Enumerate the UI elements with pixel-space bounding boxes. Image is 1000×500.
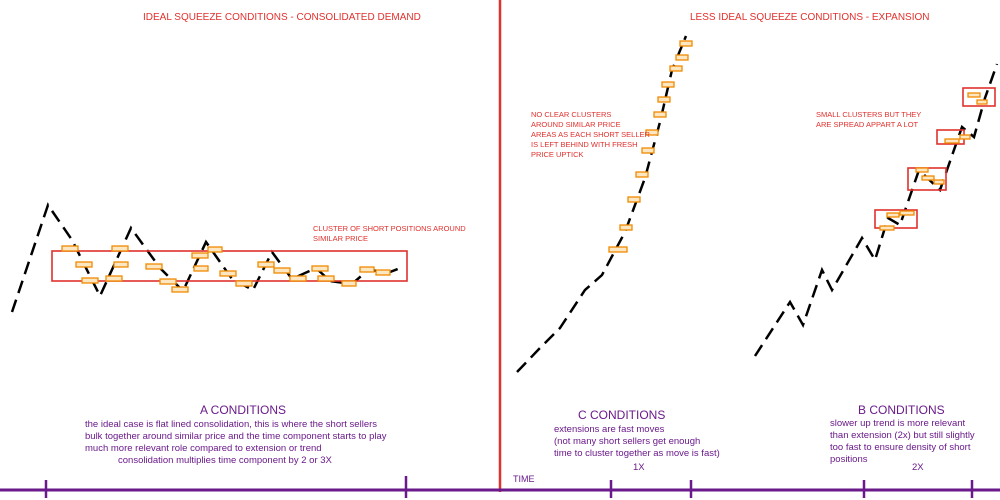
cluster-box	[51, 250, 408, 282]
right-panel-title: LESS IDEAL SQUEEZE CONDITIONS - EXPANSIO…	[690, 12, 930, 23]
time-axis-ticks	[44, 476, 974, 498]
a-conditions-line: consolidation multiplies time component …	[118, 455, 332, 466]
a-conditions-text: the ideal case is flat lined consolidati…	[85, 419, 445, 467]
c-conditions-title: C CONDITIONS	[578, 408, 666, 422]
extension-note-line: NO CLEAR CLUSTERS	[531, 110, 612, 119]
a-conditions-line: much more relevant role compared to exte…	[85, 443, 322, 454]
cluster-note-line: SIMILAR PRICE	[313, 234, 369, 243]
cluster-note-line: CLUSTER OF SHORT POSITIONS AROUND	[313, 224, 466, 233]
c-conditions-line: extensions are fast moves	[554, 424, 665, 435]
a-conditions-title: A CONDITIONS	[200, 403, 287, 417]
uptrend-note: SMALL CLUSTERS BUT THEY ARE SPREAD APPAR…	[816, 110, 921, 130]
b-multiplier: 2X	[912, 462, 924, 473]
b-conditions-line: than extension (2x) but still slightly	[830, 430, 975, 441]
uptrend-short-markers	[879, 92, 988, 231]
c-multiplier: 1X	[633, 462, 645, 473]
a-conditions-line: bulk together around similar price and t…	[85, 431, 387, 442]
extension-note-line: AROUND SIMILAR PRICE	[531, 120, 621, 129]
extension-price-line	[516, 35, 688, 373]
left-panel-title: IDEAL SQUEEZE CONDITIONS - CONSOLIDATED …	[143, 12, 421, 23]
b-conditions-line: positions	[830, 454, 868, 465]
extension-short-markers	[608, 40, 693, 253]
extension-note-line: IS LEFT BEHIND WITH FRESH	[531, 140, 638, 149]
b-conditions-title: B CONDITIONS	[858, 403, 945, 417]
time-axis-label: TIME	[513, 474, 535, 484]
small-cluster-boxes	[874, 87, 996, 229]
uptrend-note-line: SMALL CLUSTERS BUT THEY	[816, 110, 922, 119]
extension-note-line: AREAS AS EACH SHORT SELLER	[531, 130, 650, 139]
b-conditions-text: slower up trend is more relevant than ex…	[830, 418, 975, 466]
cluster-note: CLUSTER OF SHORT POSITIONS AROUND SIMILA…	[313, 224, 466, 244]
a-conditions-line: the ideal case is flat lined consolidati…	[85, 419, 378, 430]
extension-note: NO CLEAR CLUSTERS AROUND SIMILAR PRICE A…	[531, 110, 650, 160]
c-conditions-text: extensions are fast moves (not many shor…	[554, 424, 720, 460]
uptrend-price-line	[753, 63, 999, 357]
uptrend-note-line: ARE SPREAD APPART A LOT	[816, 120, 919, 129]
short-position-markers	[61, 245, 391, 293]
extension-note-line: PRICE UPTICK	[531, 150, 584, 159]
b-conditions-line: slower up trend is more relevant	[830, 418, 966, 429]
c-conditions-line: time to cluster together as move is fast…	[554, 448, 720, 459]
c-conditions-line: (not many short sellers get enough	[554, 436, 701, 447]
b-conditions-line: too fast to ensure density of short	[830, 442, 971, 453]
